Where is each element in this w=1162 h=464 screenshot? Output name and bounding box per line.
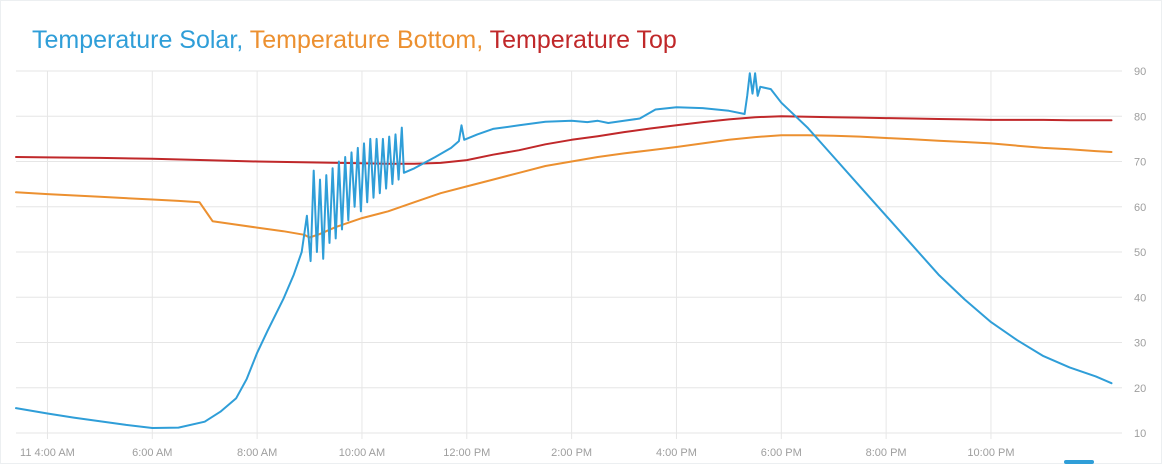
x-tick-label-8: 8:00 AM: [237, 447, 277, 459]
x-tick-label-12: 12:00 PM: [443, 447, 490, 459]
y-tick-label-90: 90: [1134, 66, 1146, 78]
series-line-temperature-top: [15, 115, 1113, 165]
title-series-top: Temperature Top: [489, 26, 677, 54]
x-tick-label-6: 6:00 AM: [132, 447, 172, 459]
y-tick-label-30: 30: [1134, 338, 1146, 350]
y-tick-label-60: 60: [1134, 202, 1146, 214]
y-tick-label-80: 80: [1134, 111, 1146, 123]
title-series-solar: Temperature Solar,: [32, 26, 244, 54]
series-line-temperature-bottom: [15, 134, 1113, 239]
y-tick-label-70: 70: [1134, 157, 1146, 169]
chart-title: Temperature Solar, Temperature Bottom, T…: [32, 24, 677, 56]
legend-chip[interactable]: [1064, 460, 1094, 464]
x-tick-label-18: 6:00 PM: [761, 447, 802, 459]
x-tick-label-14: 2:00 PM: [551, 447, 592, 459]
y-tick-label-10: 10: [1134, 428, 1146, 440]
y-tick-label-40: 40: [1134, 292, 1146, 304]
y-tick-label-50: 50: [1134, 247, 1146, 259]
x-tick-label-4: 11 4:00 AM: [20, 447, 75, 459]
series-line-temperature-solar: [15, 72, 1113, 429]
x-tick-label-10: 10:00 AM: [339, 447, 385, 459]
y-tick-label-20: 20: [1134, 383, 1146, 395]
x-tick-label-16: 4:00 PM: [656, 447, 697, 459]
x-tick-label-20: 8:00 PM: [866, 447, 907, 459]
x-tick-label-22: 10:00 PM: [967, 447, 1014, 459]
title-series-bottom: Temperature Bottom,: [249, 26, 484, 54]
